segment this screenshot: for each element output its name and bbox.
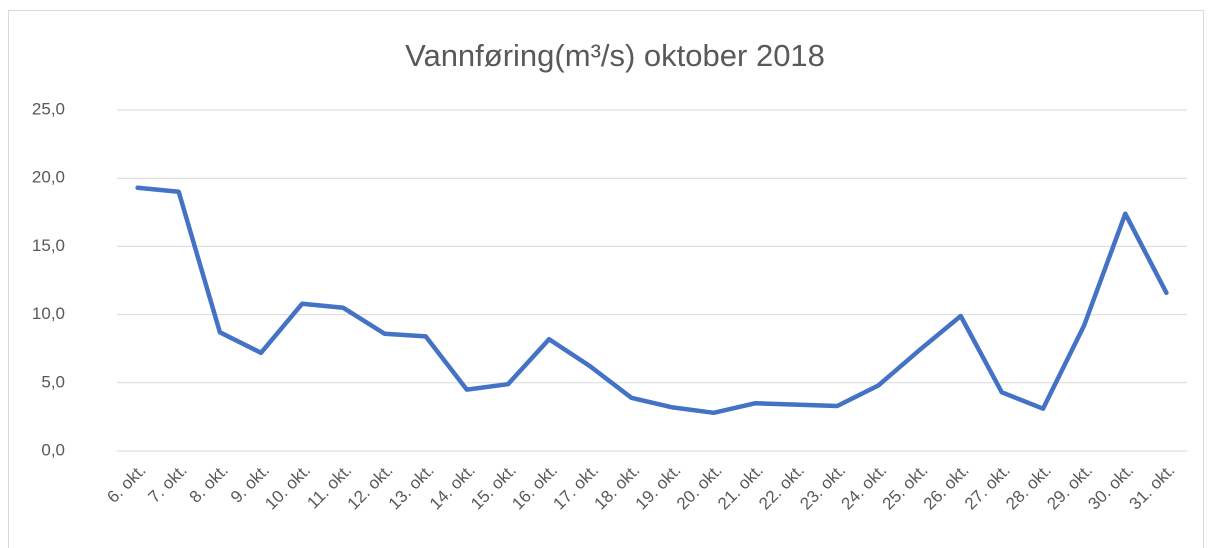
y-tick-label: 10,0	[32, 304, 65, 323]
y-tick-label: 25,0	[32, 99, 65, 118]
data-line	[135, 185, 1169, 416]
y-tick-label: 5,0	[41, 372, 65, 391]
chart-title: Vannføring(m³/s) oktober 2018	[405, 38, 825, 73]
y-tick-label: 15,0	[32, 236, 65, 255]
y-tick-label: 0,0	[41, 440, 65, 459]
chart-border	[8, 10, 1204, 548]
y-tick-label: 20,0	[32, 168, 65, 187]
